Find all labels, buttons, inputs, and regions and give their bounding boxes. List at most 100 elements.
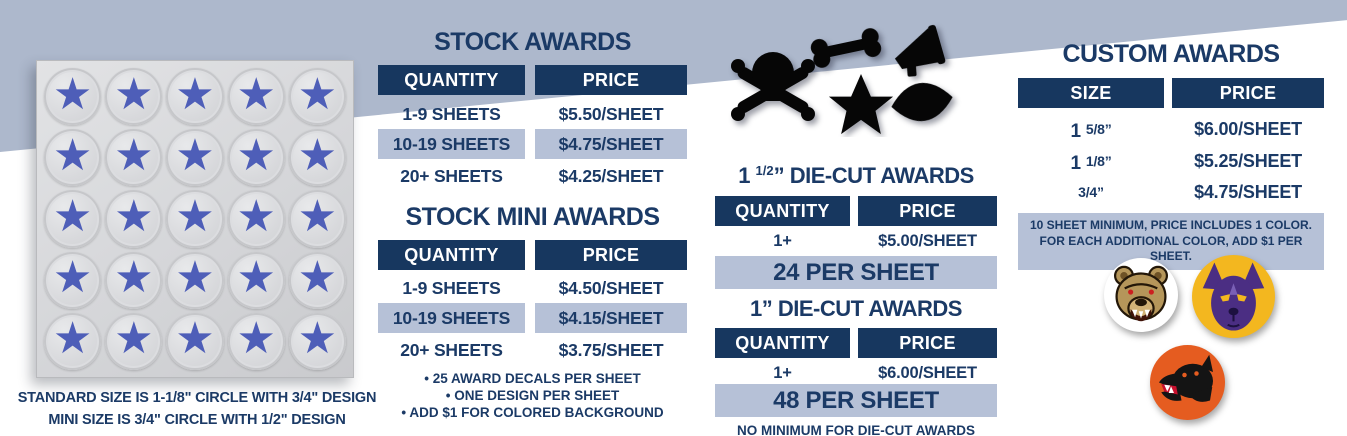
size-lead: 1	[1070, 153, 1086, 174]
star-icon: ★	[114, 191, 154, 241]
price-column-header: PRICE	[535, 240, 687, 270]
table-row: 20+ SHEETS $4.25/SHEET	[378, 163, 687, 189]
bear-icon	[1113, 265, 1169, 322]
die-cut-one-header-row: QUANTITY PRICE	[715, 328, 997, 358]
quantity-cell: 10-19 SHEETS	[378, 129, 525, 159]
quantity-cell: 20+ SHEETS	[400, 340, 503, 360]
decal-circle: ★	[227, 312, 285, 370]
football-icon	[891, 82, 953, 122]
note-line: FOR EACH ADDITIONAL COLOR, ADD $1 PER SH…	[1039, 233, 1303, 264]
stock-mini-awards-section: STOCK MINI AWARDS QUANTITY PRICE 1-9 SHE…	[378, 203, 687, 421]
quantity-cell: 1-9 SHEETS	[402, 278, 501, 298]
decal-circle: ★	[227, 129, 285, 187]
star-icon: ★	[297, 69, 338, 119]
star-icon: ★	[52, 314, 93, 364]
die-cut-one-title: 1” DIE-CUT AWARDS	[750, 296, 962, 321]
skull-and-crossbones-icon	[731, 52, 815, 121]
decal-circle: ★	[288, 312, 346, 370]
decal-circle: ★	[288, 251, 346, 309]
decal-grid: ★ ★ ★ ★ ★ ★ ★ ★ ★ ★ ★ ★ ★ ★ ★ ★ ★ ★ ★ ★ ★ ★ ★ ★ ★	[37, 61, 353, 377]
table-row: 10-19 SHEETS $4.15/SHEET	[378, 303, 687, 333]
standard-size-caption: STANDARD SIZE IS 1-1/8" CIRCLE WITH 3/4"…	[17, 390, 377, 406]
size-column-header: SIZE	[1018, 78, 1164, 108]
bear-mascot-decal	[1104, 258, 1178, 332]
die-cut-half-header-row: QUANTITY PRICE	[715, 196, 997, 226]
mini-size-caption: MINI SIZE IS 3/4" CIRCLE WITH 1/2" DESIG…	[48, 412, 346, 428]
star-icon: ★	[297, 314, 338, 364]
custom-awards-header-row: SIZE PRICE	[1018, 78, 1324, 108]
price-cell: $5.50/SHEET	[558, 104, 664, 124]
decal-circle: ★	[105, 190, 163, 248]
price-cell: $5.00/SHEET	[878, 232, 977, 250]
price-cell: $5.25/SHEET	[1194, 151, 1302, 171]
star-icon: ★	[52, 191, 93, 241]
star-icon	[828, 74, 894, 135]
table-row: 3/4” $4.75/SHEET	[1018, 179, 1324, 205]
stock-mini-awards-header-row: QUANTITY PRICE	[378, 240, 687, 270]
decal-circle: ★	[105, 68, 163, 126]
size-fraction: 3/4”	[1078, 184, 1104, 200]
size-cell: 3/4”	[1018, 179, 1164, 205]
megaphone-icon	[894, 24, 946, 77]
price-cell: $6.00/SHEET	[878, 364, 977, 382]
decal-circle: ★	[166, 129, 224, 187]
table-row: 1-9 SHEETS $5.50/SHEET	[378, 101, 687, 127]
note-line: • ADD $1 FOR COLORED BACKGROUND	[401, 405, 664, 420]
custom-awards-note: 10 SHEET MINIMUM, PRICE INCLUDES 1 COLOR…	[1018, 213, 1324, 270]
decal-circle: ★	[44, 312, 102, 370]
decal-circle: ★	[288, 68, 346, 126]
per-sheet-banner: 48 PER SHEET	[715, 384, 997, 417]
note-line: 10 SHEET MINIMUM, PRICE INCLUDES 1 COLOR…	[1029, 218, 1313, 232]
star-icon: ★	[114, 130, 154, 180]
size-captions: STANDARD SIZE IS 1-1/8" CIRCLE WITH 3/4"…	[10, 387, 384, 431]
die-cut-footnote: NO MINIMUM FOR DIE-CUT AWARDS	[737, 423, 975, 436]
title-fraction: 1/2	[755, 163, 774, 178]
price-cell: $6.00/SHEET	[1194, 119, 1302, 139]
decal-circle: ★	[166, 68, 224, 126]
quantity-column-header: QUANTITY	[378, 65, 525, 95]
star-icon: ★	[236, 253, 276, 303]
quantity-cell: 1+	[773, 364, 792, 382]
star-icon: ★	[175, 253, 215, 303]
decal-circle: ★	[288, 190, 346, 248]
die-cut-half-section: 1 1/2” DIE-CUT AWARDS QUANTITY PRICE 1+ …	[715, 158, 997, 436]
star-icon: ★	[297, 253, 338, 303]
star-icon: ★	[175, 130, 215, 180]
price-cell: $4.50/SHEET	[558, 278, 664, 298]
decal-circle: ★	[166, 251, 224, 309]
title-lead: 1	[738, 163, 756, 188]
star-icon: ★	[236, 130, 276, 180]
size-cell: 1 5/8”	[1018, 116, 1164, 142]
star-icon: ★	[52, 253, 93, 303]
price-cell: $4.25/SHEET	[558, 166, 664, 186]
title-rest: ” DIE-CUT AWARDS	[773, 163, 975, 188]
decal-circle: ★	[227, 68, 285, 126]
star-icon: ★	[236, 69, 276, 119]
decal-circle: ★	[227, 190, 285, 248]
husky-mascot-decal	[1192, 255, 1275, 338]
star-icon: ★	[175, 314, 215, 364]
bone-icon	[810, 28, 882, 68]
star-icon: ★	[52, 130, 93, 180]
size-fraction: 5/8”	[1085, 121, 1112, 137]
quantity-column-header: QUANTITY	[715, 196, 850, 226]
custom-awards-title: CUSTOM AWARDS	[1062, 40, 1280, 68]
price-column-header: PRICE	[535, 65, 687, 95]
price-cell: $4.15/SHEET	[535, 303, 687, 333]
table-row: 1-9 SHEETS $4.50/SHEET	[378, 275, 687, 301]
size-lead: 1	[1070, 121, 1086, 142]
stock-mini-notes: • 25 AWARD DECALS PER SHEET • ONE DESIGN…	[378, 370, 687, 421]
die-cut-half-title: 1 1/2” DIE-CUT AWARDS	[715, 158, 997, 189]
decal-circle: ★	[105, 129, 163, 187]
price-cell: $4.75/SHEET	[535, 129, 687, 159]
star-icon: ★	[297, 191, 338, 241]
table-row: 20+ SHEETS $3.75/SHEET	[378, 337, 687, 363]
price-column-header: PRICE	[858, 328, 997, 358]
price-cell: $4.75/SHEET	[1194, 182, 1302, 202]
table-row: 1+ $5.00/SHEET	[715, 230, 997, 252]
quantity-cell: 10-19 SHEETS	[378, 303, 525, 333]
note-line: • 25 AWARD DECALS PER SHEET	[424, 371, 641, 386]
decal-circle: ★	[227, 251, 285, 309]
size-cell: 1 1/8”	[1018, 148, 1164, 174]
